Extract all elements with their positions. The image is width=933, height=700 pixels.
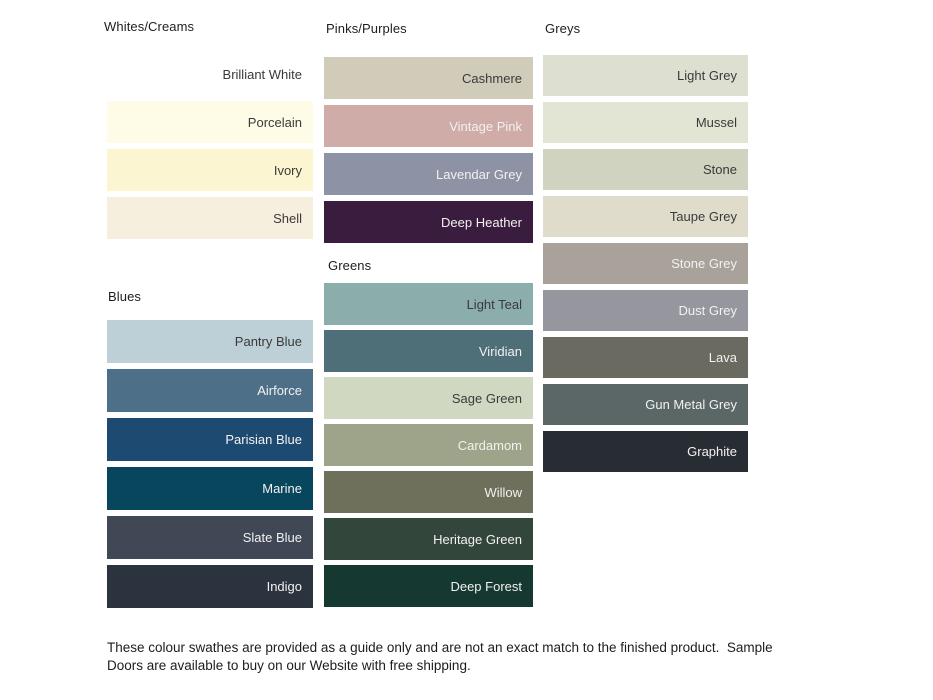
swatch-light-teal: Light Teal [324,283,533,325]
swatch-porcelain: Porcelain [107,101,313,143]
swatch-cardamom: Cardamom [324,424,533,466]
swatch-label: Cashmere [462,70,522,86]
footer-line-1: These colour swathes are provided as a g… [107,640,773,655]
swatch-graphite: Graphite [543,431,748,472]
swatch-label: Ivory [273,162,302,178]
section-title-blues: Blues [108,289,142,304]
swatch-deep-heather: Deep Heather [324,201,533,243]
section-title-greys: Greys [545,21,581,36]
swatch-label: Willow [484,484,522,500]
swatch-vintage-pink: Vintage Pink [324,105,533,147]
swatch-label: Deep Heather [441,214,522,230]
swatch-marine: Marine [107,467,313,510]
swatch-label: Stone Grey [671,256,737,271]
swatch-label: Gun Metal Grey [645,397,737,412]
column-whites-blues: Whites/Creams Brilliant White Porcelain Iv… [104,0,313,700]
swatch-light-grey: Light Grey [543,55,748,96]
swatch-heritage-green: Heritage Green [324,518,533,560]
swatch-label: Vintage Pink [449,118,522,134]
swatch-label: Airforce [257,383,302,398]
swatch-stone-grey: Stone Grey [543,243,748,284]
swatch-taupe-grey: Taupe Grey [543,196,748,237]
swatch-willow: Willow [324,471,533,513]
swatch-group-greys: Light Grey Mussel Stone Taupe Grey Stone Gre… [543,55,748,472]
column-greys: Greys Light Grey Mussel Stone Taupe Grey Sto… [543,0,748,700]
swatch-shell: Shell [107,197,313,239]
swatch-lava: Lava [543,337,748,378]
swatch-label: Taupe Grey [669,209,737,224]
swatch-indigo: Indigo [107,565,313,608]
swatch-viridian: Viridian [324,330,533,372]
swatch-parisian-blue: Parisian Blue [107,418,313,461]
swatch-dust-grey: Dust Grey [543,290,748,331]
swatch-group-pinks-purples: Cashmere Vintage Pink Lavendar Grey Deep He… [324,57,533,243]
swatch-label: Indigo [266,579,302,594]
swatch-label: Brilliant White [222,66,302,82]
swatch-label: Slate Blue [242,530,302,545]
swatch-label: Mussel [695,115,737,130]
swatch-label: Shell [273,210,302,226]
swatch-label: Stone [703,162,737,177]
swatch-lavendar-grey: Lavendar Grey [324,153,533,195]
swatch-cashmere: Cashmere [324,57,533,99]
swatch-label: Lava [708,350,737,365]
section-title-whites-creams: Whites/Creams [104,19,195,34]
swatch-airforce: Airforce [107,369,313,412]
swatch-label: Parisian Blue [225,432,302,447]
swatch-brilliant-white: Brilliant White [107,53,313,95]
swatch-label: Heritage Green [433,531,522,547]
swatch-label: Cardamom [457,437,522,453]
swatch-deep-forest: Deep Forest [324,565,533,607]
swatch-label: Light Teal [466,296,522,312]
swatch-stone: Stone [543,149,748,190]
footer-line-2: Doors are available to buy on our Websit… [107,657,471,673]
swatch-pantry-blue: Pantry Blue [107,320,313,363]
swatch-gun-metal-grey: Gun Metal Grey [543,384,748,425]
swatch-label: Viridian [478,343,522,359]
swatch-label: Sage Green [451,390,522,406]
swatch-label: Dust Grey [678,303,737,318]
swatch-label: Marine [262,481,302,496]
swatch-sage-green: Sage Green [324,377,533,419]
swatch-label: Pantry Blue [234,334,302,349]
swatch-mussel: Mussel [543,102,748,143]
swatch-group-greens: Light Teal Viridian Sage Green Cardamom Will… [324,283,533,607]
swatch-label: Lavendar Grey [436,166,522,182]
swatch-label: Porcelain [247,114,302,130]
section-title-pinks-purples: Pinks/Purples [326,21,407,36]
section-title-greens: Greens [328,258,372,273]
swatch-label: Deep Forest [450,578,522,594]
swatch-label: Graphite [687,444,737,459]
swatch-label: Light Grey [677,68,737,83]
swatch-slate-blue: Slate Blue [107,516,313,559]
column-pinks-greens: Pinks/Purples Cashmere Vintage Pink Lavend… [324,0,533,700]
swatch-group-blues: Pantry Blue Airforce Parisian Blue Marine Sl… [107,320,313,608]
footer-disclaimer: These colour swathes are provided as a g… [107,639,787,675]
swatch-ivory: Ivory [107,149,313,191]
swatch-group-whites-creams: Brilliant White Porcelain Ivory Shell [107,53,313,239]
